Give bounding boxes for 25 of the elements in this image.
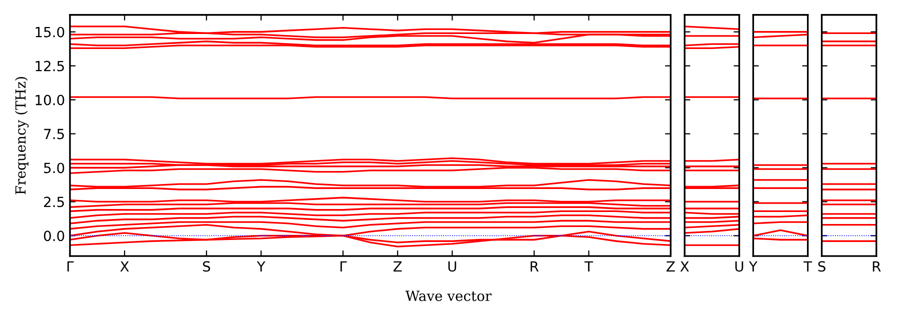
x-tick-label: U: [735, 261, 744, 272]
x-tick-label: T: [804, 261, 812, 272]
y-tick-label: 2.5: [44, 196, 64, 208]
x-tick-label: S: [818, 261, 826, 272]
y-tick-label: 7.5: [44, 128, 64, 140]
x-tick-label: X: [120, 261, 129, 272]
x-tick-label: T: [584, 261, 594, 272]
x-tick-label: X: [680, 261, 689, 272]
x-tick-label: Z: [393, 261, 402, 272]
y-axis-title: Frequency (THz): [14, 77, 29, 194]
x-tick-label: U: [448, 261, 456, 272]
x-tick-label: Γ: [340, 261, 347, 272]
x-tick-label: Y: [748, 261, 758, 272]
y-tick-label: 0.0: [44, 230, 64, 242]
y-tick-label: 12.5: [36, 60, 64, 72]
x-tick-label: R: [872, 261, 881, 272]
x-axis-title: Wave vector: [405, 290, 492, 302]
x-tick-label: Y: [256, 261, 266, 272]
y-tick-label: 15.0: [36, 26, 64, 38]
x-tick-label: Γ: [67, 261, 74, 272]
y-tick-label: 5.0: [44, 162, 64, 174]
x-tick-label: Z: [666, 261, 675, 272]
y-tick-label: 10.0: [36, 94, 64, 106]
x-tick-label: S: [203, 261, 210, 272]
x-tick-label: R: [530, 261, 539, 272]
